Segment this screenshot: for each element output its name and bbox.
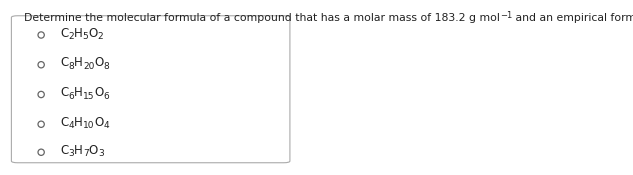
Text: Determine the molecular formula of a compound that has a molar mass of 183.2 g m: Determine the molecular formula of a com… (24, 13, 500, 23)
Text: H: H (74, 27, 83, 40)
Text: H: H (74, 144, 83, 157)
Text: C: C (60, 27, 68, 40)
Text: 6: 6 (104, 92, 110, 101)
Text: −1: −1 (500, 10, 512, 19)
Text: 4: 4 (68, 121, 74, 131)
Text: H: H (74, 116, 83, 129)
Text: 3: 3 (68, 149, 74, 159)
Text: 10: 10 (83, 121, 94, 131)
Text: O: O (89, 27, 97, 40)
Text: 15: 15 (83, 92, 94, 101)
Text: O: O (94, 86, 104, 99)
Text: 7: 7 (83, 149, 89, 159)
Text: H: H (74, 86, 83, 99)
Text: 20: 20 (83, 62, 94, 71)
Text: 2: 2 (68, 32, 74, 41)
Text: C: C (60, 116, 68, 129)
Text: 4: 4 (104, 121, 109, 131)
Text: C: C (60, 86, 68, 99)
Text: O: O (94, 116, 104, 129)
Text: 8: 8 (68, 62, 74, 71)
Text: 6: 6 (68, 92, 74, 101)
Text: H: H (74, 57, 83, 69)
Text: and an empirical formula of C: and an empirical formula of C (512, 13, 633, 23)
Text: C: C (60, 57, 68, 69)
Text: C: C (60, 144, 68, 157)
Text: 8: 8 (104, 62, 110, 71)
Text: 2: 2 (97, 32, 103, 41)
Text: O: O (89, 144, 98, 157)
Text: 5: 5 (83, 32, 89, 41)
Text: O: O (94, 57, 104, 69)
Text: 3: 3 (98, 149, 104, 159)
